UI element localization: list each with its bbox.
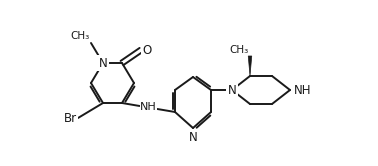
Text: NH: NH: [140, 102, 157, 113]
Text: O: O: [143, 43, 152, 56]
Text: Br: Br: [64, 112, 77, 124]
Polygon shape: [248, 56, 252, 76]
Text: CH₃: CH₃: [230, 45, 249, 55]
Text: N: N: [189, 131, 197, 144]
Text: N: N: [228, 83, 236, 96]
Text: NH: NH: [294, 83, 311, 96]
Text: CH₃: CH₃: [71, 31, 90, 41]
Text: N: N: [99, 56, 107, 70]
